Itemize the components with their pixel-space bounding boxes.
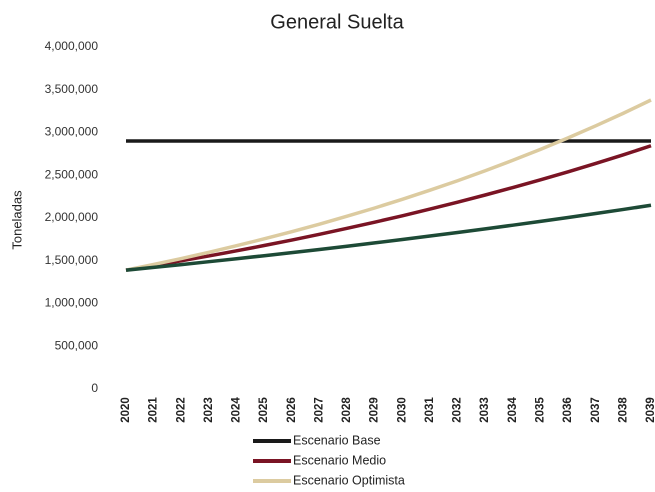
x-tick-label: 2026 — [286, 397, 298, 423]
line-series — [125, 98, 652, 272]
x-tick-label: 2025 — [258, 397, 270, 423]
y-tick-label: 1,000,000 — [45, 296, 99, 310]
x-tick-label: 2038 — [617, 397, 629, 423]
x-tick-label: 2027 — [313, 397, 325, 423]
x-tick-label: 2029 — [369, 397, 381, 423]
x-tick-label: 2020 — [120, 397, 132, 423]
x-tick-label: 2033 — [479, 397, 491, 423]
legend-label: Escenario Optimista — [293, 473, 405, 487]
x-tick-label: 2024 — [231, 397, 243, 423]
y-tick-label: 3,500,000 — [45, 82, 99, 96]
y-tick-label: 2,500,000 — [45, 167, 99, 181]
x-tick-label: 2039 — [645, 397, 655, 423]
x-tick-label: 2030 — [396, 397, 408, 423]
x-tick-label: 2031 — [424, 397, 436, 423]
chart-title: General Suelta — [270, 11, 404, 33]
y-tick-label: 3,000,000 — [45, 125, 99, 139]
y-tick-label: 4,000,000 — [45, 39, 99, 53]
legend-label: Escenario Base — [293, 433, 381, 447]
y-tick-label: 2,000,000 — [45, 210, 99, 224]
x-tick-label: 2035 — [535, 397, 547, 423]
x-tick-label: 2022 — [175, 397, 187, 423]
line-series — [125, 144, 652, 272]
x-tick-label: 2036 — [562, 397, 574, 423]
x-tick-label: 2032 — [452, 397, 464, 423]
x-tick-label: 2021 — [148, 397, 160, 423]
x-tick-label: 2023 — [203, 397, 215, 423]
y-tick-label: 500,000 — [55, 338, 99, 352]
y-axis-label: Toneladas — [9, 190, 24, 250]
legend-label: Escenario Medio — [293, 453, 386, 467]
line-series — [125, 203, 652, 272]
x-tick-label: 2037 — [590, 397, 602, 423]
x-tick-label: 2028 — [341, 397, 353, 423]
y-tick-label: 1,500,000 — [45, 253, 99, 267]
y-tick-label: 0 — [91, 381, 98, 395]
x-tick-label: 2034 — [507, 397, 519, 423]
